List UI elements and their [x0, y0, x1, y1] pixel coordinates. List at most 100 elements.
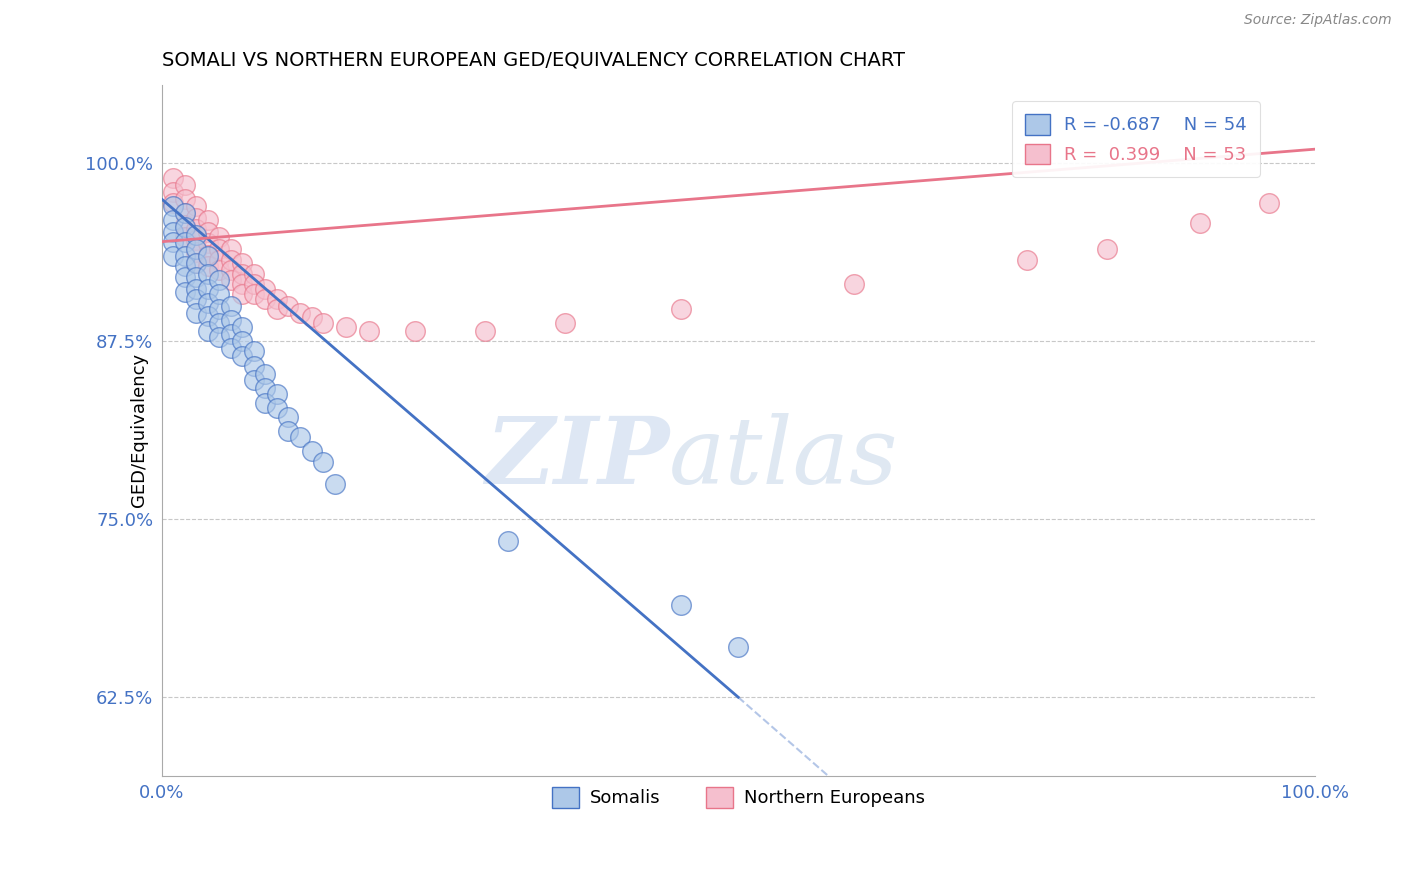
Point	[219, 242, 242, 256]
Point	[1188, 216, 1211, 230]
Point	[197, 282, 219, 296]
Legend: Somalis, Northern Europeans: Somalis, Northern Europeans	[544, 780, 932, 814]
Point	[186, 270, 208, 285]
Point	[186, 306, 208, 320]
Point	[404, 325, 426, 339]
Point	[266, 292, 288, 306]
Point	[1097, 242, 1119, 256]
Point	[231, 334, 253, 349]
Text: SOMALI VS NORTHERN EUROPEAN GED/EQUIVALENCY CORRELATION CHART: SOMALI VS NORTHERN EUROPEAN GED/EQUIVALE…	[162, 51, 904, 70]
Point	[301, 310, 323, 325]
Point	[197, 213, 219, 227]
Point	[254, 395, 277, 409]
Point	[173, 206, 195, 220]
Point	[186, 227, 208, 242]
Point	[173, 249, 195, 263]
Point	[173, 220, 195, 235]
Text: ZIP: ZIP	[485, 413, 669, 503]
Point	[197, 259, 219, 273]
Point	[219, 253, 242, 268]
Point	[288, 430, 311, 444]
Point	[162, 196, 184, 211]
Point	[162, 213, 184, 227]
Point	[173, 192, 195, 206]
Point	[173, 206, 195, 220]
Point	[474, 325, 496, 339]
Point	[219, 313, 242, 327]
Point	[162, 185, 184, 199]
Point	[231, 256, 253, 270]
Point	[312, 316, 335, 330]
Point	[208, 230, 231, 244]
Point	[197, 236, 219, 251]
Point	[243, 277, 266, 292]
Point	[186, 222, 208, 236]
Point	[208, 273, 231, 287]
Point	[288, 306, 311, 320]
Point	[323, 476, 346, 491]
Point	[1257, 196, 1279, 211]
Point	[231, 287, 253, 301]
Point	[186, 282, 208, 296]
Point	[208, 287, 231, 301]
Point	[243, 287, 266, 301]
Point	[231, 320, 253, 334]
Point	[359, 325, 381, 339]
Point	[254, 292, 277, 306]
Point	[186, 244, 208, 259]
Point	[173, 285, 195, 299]
Point	[197, 296, 219, 310]
Point	[197, 249, 219, 263]
Point	[208, 330, 231, 344]
Point	[208, 301, 231, 316]
Point	[243, 268, 266, 282]
Text: atlas: atlas	[669, 413, 898, 503]
Point	[162, 170, 184, 185]
Point	[197, 247, 219, 261]
Point	[266, 387, 288, 401]
Point	[243, 359, 266, 373]
Point	[254, 367, 277, 381]
Point	[277, 409, 299, 424]
Point	[219, 327, 242, 342]
Point	[186, 211, 208, 225]
Point	[1015, 253, 1038, 268]
Point	[842, 277, 865, 292]
Y-axis label: GED/Equivalency: GED/Equivalency	[129, 353, 148, 508]
Point	[186, 199, 208, 213]
Point	[162, 225, 184, 239]
Point	[173, 270, 195, 285]
Point	[254, 381, 277, 395]
Point	[208, 242, 231, 256]
Point	[173, 235, 195, 249]
Point	[312, 455, 335, 469]
Point	[554, 316, 576, 330]
Point	[173, 178, 195, 192]
Point	[162, 199, 184, 213]
Point	[186, 233, 208, 247]
Point	[173, 259, 195, 273]
Point	[186, 256, 208, 270]
Point	[186, 292, 208, 306]
Point	[254, 282, 277, 296]
Point	[208, 316, 231, 330]
Point	[197, 225, 219, 239]
Point	[266, 401, 288, 416]
Point	[727, 640, 749, 655]
Point	[208, 253, 231, 268]
Point	[231, 349, 253, 363]
Point	[669, 301, 692, 316]
Point	[231, 277, 253, 292]
Text: Source: ZipAtlas.com: Source: ZipAtlas.com	[1244, 13, 1392, 28]
Point	[277, 424, 299, 438]
Point	[197, 325, 219, 339]
Point	[186, 256, 208, 270]
Point	[277, 299, 299, 313]
Point	[301, 444, 323, 458]
Point	[266, 301, 288, 316]
Point	[243, 373, 266, 387]
Point	[219, 273, 242, 287]
Point	[219, 342, 242, 356]
Point	[231, 268, 253, 282]
Point	[219, 263, 242, 277]
